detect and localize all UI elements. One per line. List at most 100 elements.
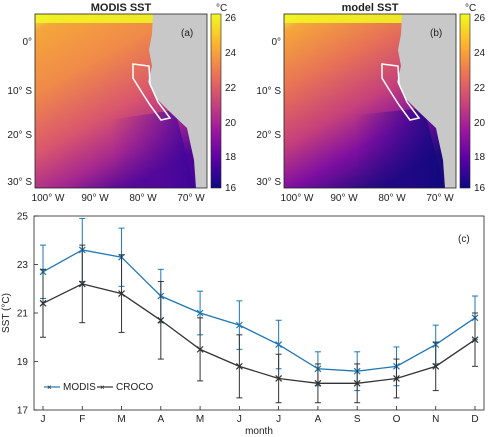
- x-tick-label: M: [196, 414, 204, 425]
- cb-tick-24: 24: [225, 48, 237, 59]
- lon-tick-80w: 80° W: [378, 193, 406, 204]
- y-tick-label: 25: [17, 212, 29, 223]
- map-title: model SST: [342, 2, 399, 14]
- legend-marker-modis: ×: [47, 383, 52, 392]
- cb-tick-22: 22: [225, 83, 237, 94]
- data-point: [275, 341, 283, 348]
- lat-tick-20s: 20° S: [7, 130, 32, 141]
- colorbar-unit: °C: [465, 3, 476, 14]
- x-tick-label: M: [117, 414, 125, 425]
- x-tick-label: A: [157, 414, 164, 425]
- data-point: [196, 309, 204, 317]
- land-mask: [148, 14, 207, 188]
- colorbar-bar: [459, 13, 471, 189]
- lon-tick-100w: 100° W: [281, 193, 314, 204]
- coastal-region-outline: [381, 63, 421, 121]
- x-tick-label: D: [471, 414, 478, 425]
- panel-label: (c): [458, 234, 470, 245]
- cb-tick-16: 16: [474, 183, 486, 194]
- cb-tick-22: 22: [474, 83, 486, 94]
- data-point: [157, 316, 165, 324]
- data-point: [314, 379, 322, 387]
- panel-label: (a): [181, 28, 193, 39]
- lat-tick-0: 0°: [271, 37, 281, 48]
- x-tick-label: O: [393, 414, 401, 425]
- x-tick-label: N: [432, 414, 439, 425]
- legend: × MODIS × CROCO: [44, 382, 153, 393]
- cb-tick-26: 26: [474, 13, 486, 24]
- y-tick-label: 17: [17, 406, 29, 417]
- coastal-region-outline: [132, 63, 172, 121]
- cb-tick-18: 18: [225, 152, 237, 163]
- colorbar-unit: °C: [216, 3, 227, 14]
- map-panel-a: MODIS SST (a) 0° 10° S 20° S 30° S 100° …: [7, 2, 208, 204]
- colorbar-bar: [210, 13, 222, 189]
- lon-tick-90w: 90° W: [81, 193, 109, 204]
- series-line: [42, 249, 476, 372]
- data-point: [196, 345, 204, 353]
- data-point: [39, 299, 47, 307]
- x-tick-label: S: [354, 414, 361, 425]
- cb-tick-18: 18: [474, 152, 486, 163]
- warm-pool: [35, 14, 153, 23]
- series-line: [42, 283, 476, 384]
- data-point: [275, 375, 283, 382]
- map-frame: [34, 13, 208, 189]
- x-tick-label: J: [41, 414, 46, 425]
- lon-tick-90w: 90° W: [330, 193, 358, 204]
- cb-tick-20: 20: [225, 118, 237, 129]
- legend-marker-croco: ×: [100, 383, 105, 392]
- legend-label-modis: MODIS: [63, 382, 96, 393]
- y-tick-label: 23: [17, 260, 29, 271]
- lat-tick-30s: 30° S: [256, 177, 281, 188]
- cb-tick-26: 26: [225, 13, 237, 24]
- lat-tick-30s: 30° S: [7, 177, 32, 188]
- data-point: [235, 362, 243, 370]
- legend-label-croco: CROCO: [116, 382, 153, 393]
- warm-pool: [284, 14, 402, 23]
- lat-tick-10s: 10° S: [256, 86, 281, 97]
- lat-tick-10s: 10° S: [7, 86, 32, 97]
- x-tick-label: J: [237, 414, 242, 425]
- data-point: [393, 375, 400, 382]
- series-modis: [39, 217, 479, 392]
- line-chart-panel: 25 23 21 19 17 J F M A M J J A S O N D (c) month SS…: [1, 212, 485, 437]
- lat-tick-0: 0°: [22, 37, 32, 48]
- data-point: [353, 379, 361, 387]
- data-point: [118, 290, 125, 298]
- y-tick-label: 21: [17, 309, 29, 320]
- cb-tick-20: 20: [474, 118, 486, 129]
- colorbar-a: °C 26 24 22 20 18 16: [210, 3, 237, 194]
- colorbar-b: °C 26 24 22 20 18 16: [459, 3, 486, 194]
- y-tick-label: 19: [17, 357, 29, 368]
- lon-tick-100w: 100° W: [32, 193, 65, 204]
- lat-tick-20s: 20° S: [256, 130, 281, 141]
- x-tick-label: J: [276, 414, 281, 425]
- lon-tick-70w: 70° W: [426, 193, 454, 204]
- panel-label: (b): [430, 28, 442, 39]
- x-tick-label: A: [315, 414, 322, 425]
- data-point: [78, 280, 86, 288]
- y-axis-ticks: 25 23 21 19 17: [17, 212, 38, 417]
- coastal-cold-band: [110, 110, 195, 188]
- x-axis-label: month: [245, 426, 273, 437]
- data-point: [432, 362, 440, 370]
- series-croco: [39, 244, 479, 404]
- map-frame: [283, 13, 457, 189]
- series-layer: [39, 217, 479, 404]
- lon-tick-70w: 70° W: [177, 193, 205, 204]
- plot-frame: [33, 215, 485, 411]
- lon-tick-80w: 80° W: [129, 193, 157, 204]
- map-panel-b: model SST (b) 0° 10° S 20° S 30° S 100° …: [256, 2, 457, 204]
- coastal-cold-band: [355, 108, 444, 188]
- cb-tick-16: 16: [225, 183, 237, 194]
- data-point: [471, 336, 479, 344]
- map-title: MODIS SST: [91, 2, 152, 14]
- land-mask: [397, 14, 456, 188]
- y-axis-label: SST (°C): [1, 293, 12, 333]
- data-point: [235, 321, 243, 329]
- x-tick-label: F: [79, 414, 85, 425]
- cb-tick-24: 24: [474, 48, 486, 59]
